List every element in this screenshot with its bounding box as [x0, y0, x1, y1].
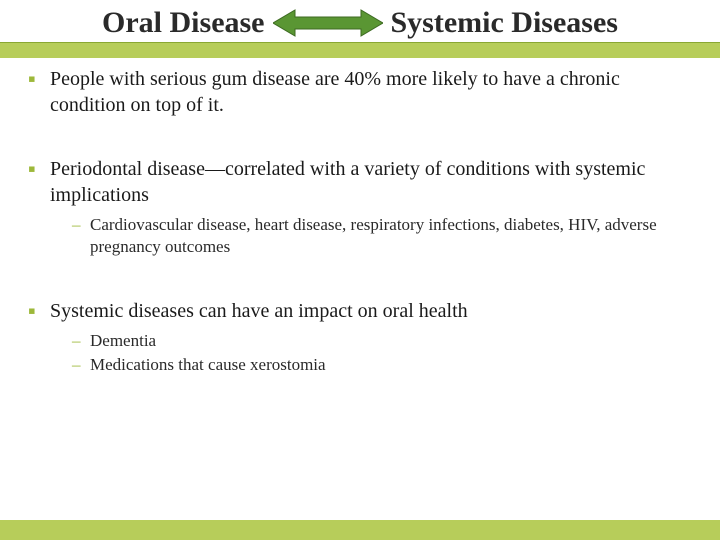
sub-list: – Dementia – Medications that cause xero… [50, 330, 692, 376]
accent-band-bottom [0, 520, 720, 540]
bullet-text: Systemic diseases can have an impact on … [50, 298, 692, 324]
title-bar: Oral Disease Systemic Diseases [0, 0, 720, 42]
bullet-marker-icon: ▪ [28, 156, 50, 260]
bullet-marker-icon: ▪ [28, 66, 50, 118]
bullet-body: People with serious gum disease are 40% … [50, 66, 692, 118]
bullet-text: People with serious gum disease are 40% … [50, 66, 692, 118]
bullet-item: ▪ Systemic diseases can have an impact o… [28, 298, 692, 378]
dash-icon: – [72, 354, 90, 376]
dash-icon: – [72, 214, 90, 258]
bullet-item: ▪ People with serious gum disease are 40… [28, 66, 692, 118]
sub-text: Cardiovascular disease, heart disease, r… [90, 214, 692, 258]
content-area: ▪ People with serious gum disease are 40… [0, 58, 720, 378]
sub-item: – Medications that cause xerostomia [72, 354, 692, 376]
bullet-item: ▪ Periodontal disease—correlated with a … [28, 156, 692, 260]
sub-item: – Cardiovascular disease, heart disease,… [72, 214, 692, 258]
arrow-shape [273, 10, 383, 36]
sub-item: – Dementia [72, 330, 692, 352]
bullet-body: Systemic diseases can have an impact on … [50, 298, 692, 378]
bullet-text: Periodontal disease—correlated with a va… [50, 156, 692, 208]
sub-text: Medications that cause xerostomia [90, 354, 692, 376]
bullet-body: Periodontal disease—correlated with a va… [50, 156, 692, 260]
dash-icon: – [72, 330, 90, 352]
sub-list: – Cardiovascular disease, heart disease,… [50, 214, 692, 258]
accent-band-top [0, 42, 720, 58]
bullet-marker-icon: ▪ [28, 298, 50, 378]
title-left: Oral Disease [102, 6, 264, 40]
double-arrow-icon [273, 8, 383, 38]
sub-text: Dementia [90, 330, 692, 352]
title-right: Systemic Diseases [391, 6, 618, 40]
